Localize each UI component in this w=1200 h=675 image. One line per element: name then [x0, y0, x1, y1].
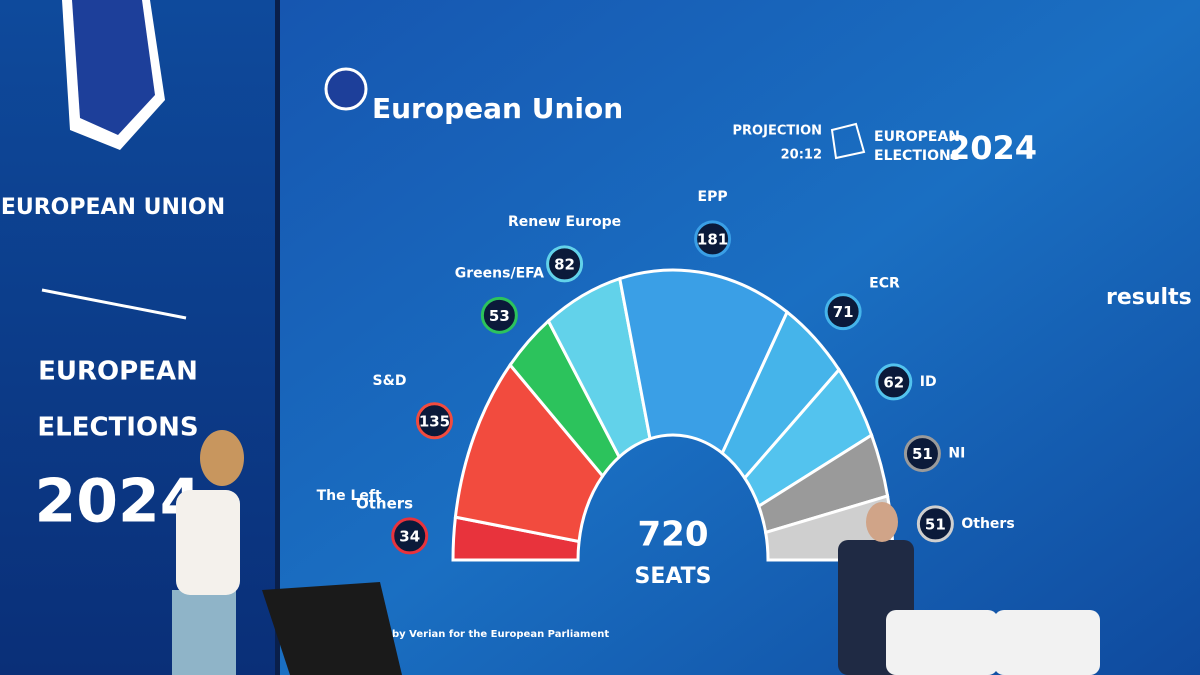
party-name: NI: [948, 446, 965, 462]
value-label: 181: [697, 230, 728, 248]
lectern-right: [886, 610, 998, 675]
presenter-left: [172, 430, 244, 675]
left-year: 2024: [35, 467, 202, 537]
value-badge: [480, 296, 518, 334]
value-label: 71: [833, 303, 854, 321]
segment: [453, 362, 605, 544]
hemicycle-chart: 34 The Left 135 S&D 53 Greens/EFA 82 Renew Euro…: [317, 189, 1015, 562]
time: 20:12: [781, 148, 822, 163]
total-label: SEATS: [634, 564, 711, 589]
ballot-icon: [830, 122, 866, 160]
party-name: Renew Europe: [508, 214, 621, 230]
party-name: ECR: [869, 276, 900, 292]
left-line1: EUROPEAN: [38, 357, 198, 387]
left-union: EUROPEAN UNION: [1, 195, 225, 220]
side-text: results: [1106, 285, 1192, 310]
party-name: The Left: [317, 488, 382, 504]
party-name: S&D: [373, 373, 407, 389]
elections-line2: ELECTIONS: [874, 148, 961, 164]
party-name: EPP: [698, 189, 728, 205]
lectern-left: [262, 582, 402, 675]
logo-text: European Union: [372, 92, 623, 125]
header-year: 2024: [948, 129, 1037, 167]
value-label: 135: [419, 412, 450, 430]
value-label: 82: [554, 255, 575, 273]
value-label: 53: [489, 307, 510, 325]
value-label: 51: [925, 515, 946, 533]
ballot-logo-inner: [72, 0, 155, 135]
value-badge: [694, 220, 732, 258]
value-badge: [903, 435, 941, 473]
value-badge: [546, 245, 584, 283]
party-name: ID: [920, 374, 937, 390]
elections-line1: EUROPEAN: [874, 129, 960, 145]
segment: [618, 268, 789, 456]
divider: [41, 288, 187, 320]
total: 720: [638, 515, 709, 555]
left-line2: ELECTIONS: [37, 413, 198, 443]
value-label: 62: [883, 373, 904, 391]
source: by Verian for the European Parliament: [392, 629, 609, 640]
value-label: 34: [399, 527, 420, 545]
party-name: Others: [961, 516, 1014, 532]
annotation: Others: [356, 495, 413, 513]
lectern-right-2: [994, 610, 1100, 675]
value-badge: [875, 363, 913, 401]
party-name: Greens/EFA: [455, 265, 544, 281]
value-badge: [391, 517, 429, 555]
value-label: 51: [912, 445, 933, 463]
value-badge: [916, 505, 954, 543]
projection: PROJECTION: [733, 124, 822, 139]
eu-flag-icon: [324, 67, 368, 111]
value-badge: [415, 402, 453, 440]
value-badge: [824, 293, 862, 331]
